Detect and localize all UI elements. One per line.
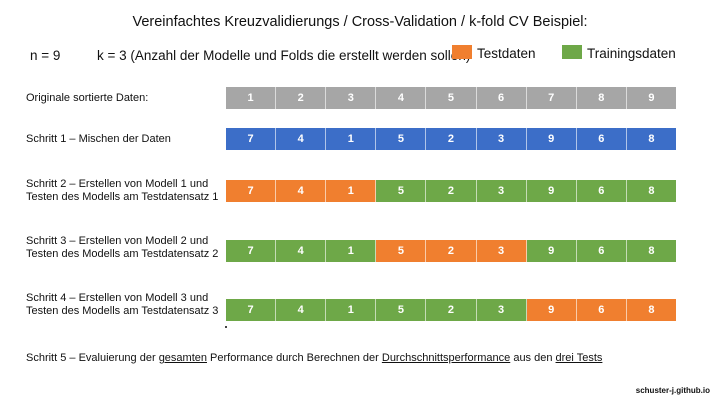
data-cell: 4 xyxy=(276,299,327,321)
legend-swatch-test xyxy=(452,45,472,59)
data-cell: 3 xyxy=(326,87,377,109)
data-cell: 8 xyxy=(576,87,627,109)
data-cell: 1 xyxy=(326,299,377,321)
data-cell: 7 xyxy=(226,240,277,262)
data-cell: 4 xyxy=(276,180,327,202)
data-cell: 8 xyxy=(626,299,676,321)
footer-underline-1: gesamten xyxy=(158,352,207,364)
data-cell: 9 xyxy=(526,180,577,202)
data-cell: 2 xyxy=(426,180,477,202)
watermark: schuster-j.github.io xyxy=(635,386,710,395)
data-cell: 5 xyxy=(426,87,477,109)
data-cell: 3 xyxy=(476,240,527,262)
row-label-step-2: Schritt 2 – Erstellen von Modell 1 und T… xyxy=(26,178,219,203)
param-n: n = 9 xyxy=(30,48,61,63)
footer-text: Schritt 5 – Evaluierung der gesamten Per… xyxy=(26,352,602,364)
data-cell: 8 xyxy=(626,180,676,202)
data-cell: 8 xyxy=(626,128,676,150)
data-cell: 7 xyxy=(526,87,577,109)
data-cell: 1 xyxy=(226,87,277,109)
data-cell: 2 xyxy=(276,87,327,109)
data-cell: 5 xyxy=(376,128,427,150)
param-k: k = 3 (Anzahl der Modelle und Folds die … xyxy=(97,48,471,63)
data-cell: 7 xyxy=(226,128,277,150)
data-cell: 5 xyxy=(376,180,427,202)
row-label-step-3: Schritt 3 – Erstellen von Modell 2 und T… xyxy=(26,235,219,260)
data-cell: 6 xyxy=(576,128,627,150)
data-cell: 2 xyxy=(426,128,477,150)
data-cell: 2 xyxy=(426,240,477,262)
data-cell: 4 xyxy=(376,87,427,109)
data-cell: 6 xyxy=(476,87,527,109)
row-label-step-4: Schritt 4 – Erstellen von Modell 3 und T… xyxy=(26,292,219,317)
footer-underline-3: drei Tests xyxy=(555,352,603,364)
data-cell: 1 xyxy=(326,180,377,202)
data-cell: 9 xyxy=(626,87,676,109)
data-cell: 7 xyxy=(226,299,277,321)
data-cell: 2 xyxy=(426,299,477,321)
data-cell: 9 xyxy=(526,299,577,321)
data-cell: 1 xyxy=(326,128,377,150)
data-cell: 5 xyxy=(376,240,427,262)
footer-part-1: Schritt 5 – Evaluierung der xyxy=(26,352,159,364)
data-cell: 4 xyxy=(276,128,327,150)
stray-dot xyxy=(225,326,227,328)
legend-swatch-train xyxy=(562,45,582,59)
legend-label-train: Trainingsdaten xyxy=(587,46,676,61)
data-cell: 3 xyxy=(476,180,527,202)
legend-label-test: Testdaten xyxy=(477,46,536,61)
data-cell: 3 xyxy=(476,299,527,321)
data-cell: 8 xyxy=(626,240,676,262)
footer-part-3: aus den xyxy=(510,352,556,364)
data-cell: 6 xyxy=(576,240,627,262)
row-label-step-1: Schritt 1 – Mischen der Daten xyxy=(26,133,171,145)
diagram-title: Vereinfachtes Kreuzvalidierungs / Cross-… xyxy=(132,14,588,30)
footer-underline-2: Durchschnittsperformance xyxy=(381,352,511,364)
data-cell: 4 xyxy=(276,240,327,262)
data-cell: 9 xyxy=(526,240,577,262)
data-cell: 6 xyxy=(576,299,627,321)
data-cell: 6 xyxy=(576,180,627,202)
data-cell: 9 xyxy=(526,128,577,150)
row-label-original: Originale sortierte Daten: xyxy=(26,92,149,104)
data-cell: 3 xyxy=(476,128,527,150)
data-cell: 7 xyxy=(226,180,277,202)
data-cell: 5 xyxy=(376,299,427,321)
footer-part-2: Performance durch Berechnen der xyxy=(207,352,382,364)
data-cell: 1 xyxy=(326,240,377,262)
